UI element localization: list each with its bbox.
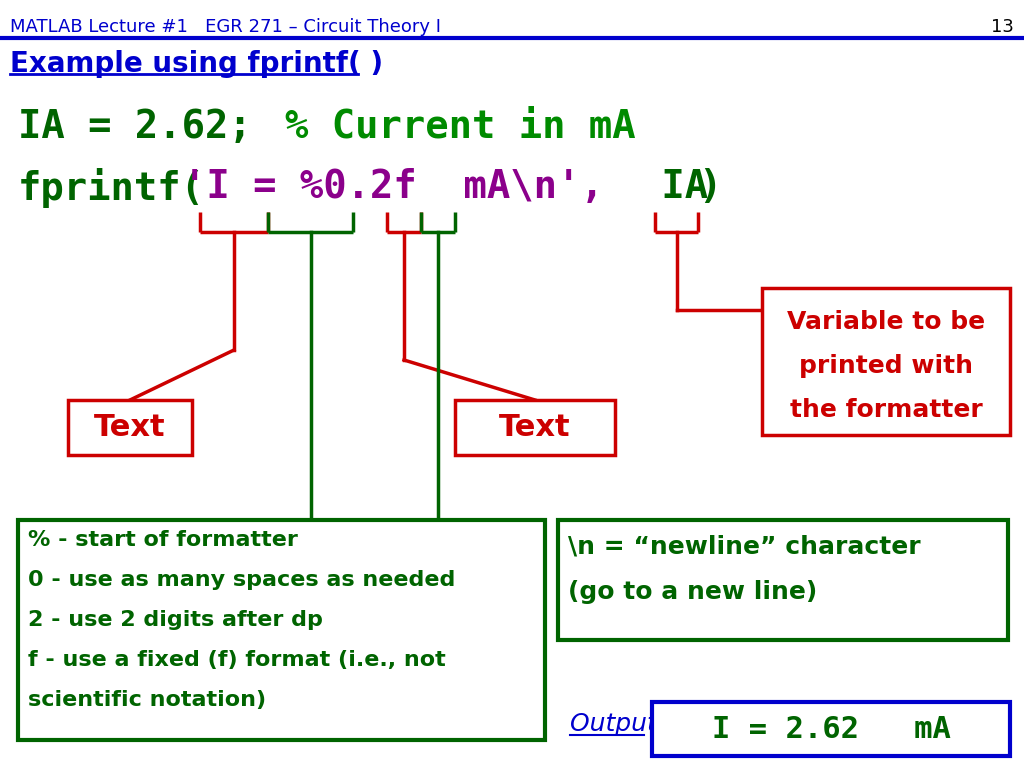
FancyBboxPatch shape	[558, 520, 1008, 640]
FancyBboxPatch shape	[455, 400, 615, 455]
Text: f - use a fixed (f) format (i.e., not: f - use a fixed (f) format (i.e., not	[28, 650, 445, 670]
Text: % Current in mA: % Current in mA	[285, 108, 636, 146]
Text: printed with: printed with	[799, 354, 973, 378]
Text: 0 - use as many spaces as needed: 0 - use as many spaces as needed	[28, 570, 456, 590]
Text: IA: IA	[638, 168, 709, 206]
Text: scientific notation): scientific notation)	[28, 690, 266, 710]
Text: Text: Text	[94, 413, 166, 442]
Text: IA = 2.62;: IA = 2.62;	[18, 108, 252, 146]
Text: Example using fprintf( ): Example using fprintf( )	[10, 50, 383, 78]
Text: I = 2.62   mA: I = 2.62 mA	[712, 714, 950, 743]
Text: ): )	[698, 168, 721, 206]
FancyBboxPatch shape	[18, 520, 545, 740]
Text: Output:: Output:	[570, 712, 666, 736]
FancyBboxPatch shape	[762, 288, 1010, 435]
Text: 13: 13	[991, 18, 1014, 36]
Text: 'I = %0.2f  mA\n',: 'I = %0.2f mA\n',	[183, 168, 604, 206]
Text: \n = “newline” character: \n = “newline” character	[568, 534, 921, 558]
Text: (go to a new line): (go to a new line)	[568, 580, 817, 604]
Text: fprintf(: fprintf(	[18, 168, 205, 208]
Text: % - start of formatter: % - start of formatter	[28, 530, 298, 550]
Text: Text: Text	[499, 413, 570, 442]
FancyBboxPatch shape	[652, 702, 1010, 756]
Text: 2 - use 2 digits after dp: 2 - use 2 digits after dp	[28, 610, 323, 630]
FancyBboxPatch shape	[68, 400, 193, 455]
Text: MATLAB Lecture #1   EGR 271 – Circuit Theory I: MATLAB Lecture #1 EGR 271 – Circuit Theo…	[10, 18, 441, 36]
Text: Variable to be: Variable to be	[786, 310, 985, 334]
Text: the formatter: the formatter	[790, 398, 982, 422]
